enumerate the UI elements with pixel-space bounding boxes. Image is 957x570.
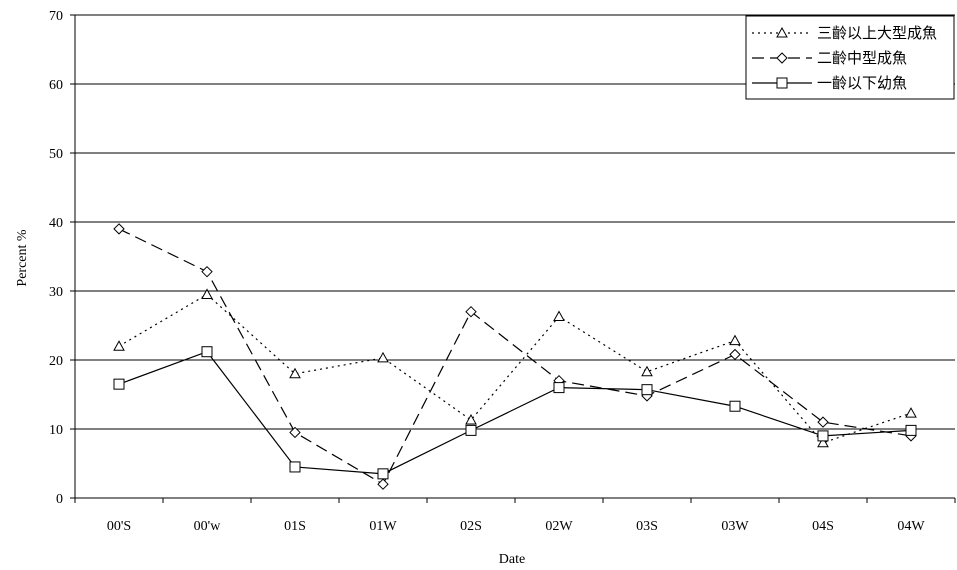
legend-item: 三齡以上大型成魚 xyxy=(752,24,937,42)
x-tick-label: 01W xyxy=(369,519,397,534)
y-tick-label: 10 xyxy=(49,423,63,438)
x-tick-label: 00'S xyxy=(107,519,131,534)
x-tick-label: 02S xyxy=(460,519,482,534)
data-point xyxy=(729,334,741,346)
data-point xyxy=(817,430,829,442)
data-point xyxy=(465,305,477,318)
legend-label: 一齡以下幼魚 xyxy=(817,74,907,92)
data-point xyxy=(465,414,477,425)
data-point xyxy=(289,461,301,473)
x-axis-title: Date xyxy=(499,552,525,567)
series-line xyxy=(118,351,912,475)
data-point xyxy=(289,367,301,379)
data-point xyxy=(113,378,125,390)
data-point xyxy=(377,468,389,480)
y-tick-label: 70 xyxy=(49,9,63,24)
y-tick-label: 30 xyxy=(49,285,63,300)
data-point xyxy=(113,340,125,351)
y-tick-label: 50 xyxy=(49,147,63,162)
data-point xyxy=(817,416,829,428)
x-tick-label: 03W xyxy=(721,519,749,534)
gridlines xyxy=(75,14,955,430)
y-tick-label: 60 xyxy=(49,78,63,93)
x-tick-label: 03S xyxy=(636,519,658,534)
series-2 xyxy=(113,223,917,490)
y-tick-label: 0 xyxy=(56,492,63,507)
y-tick-labels: 0 10 20 30 40 50 60 70 xyxy=(49,9,63,507)
x-tick-label: 04W xyxy=(897,519,925,534)
x-tick-label: 04S xyxy=(812,519,834,534)
legend-label: 二齡中型成魚 xyxy=(817,49,907,67)
data-point xyxy=(465,424,477,436)
data-point xyxy=(201,288,213,299)
data-point xyxy=(201,265,213,278)
data-point xyxy=(377,478,389,490)
data-point xyxy=(817,436,829,448)
y-tick-label: 40 xyxy=(49,216,63,231)
series-1 xyxy=(113,288,917,448)
series-line xyxy=(118,228,912,486)
x-tick-label: 01S xyxy=(284,519,306,534)
series-line xyxy=(118,293,912,444)
data-point xyxy=(905,407,917,418)
data-point xyxy=(553,382,565,394)
legend-marker xyxy=(776,26,788,38)
data-point xyxy=(729,348,741,361)
data-point xyxy=(201,346,213,358)
x-tick-labels: 00'S 00'w 01S 01W 02S 02W 03S 03W 04S 04W xyxy=(107,519,926,534)
axes xyxy=(70,14,956,503)
data-point xyxy=(905,424,917,436)
legend-item: 二齡中型成魚 xyxy=(752,49,907,67)
data-point xyxy=(641,365,653,377)
legend-marker xyxy=(776,52,788,64)
series-group xyxy=(113,223,917,490)
legend-marker xyxy=(776,77,788,89)
data-point xyxy=(729,400,741,412)
x-tick-label: 02W xyxy=(545,519,573,534)
legend-label: 三齡以上大型成魚 xyxy=(817,24,937,42)
y-tick-label: 20 xyxy=(49,354,63,369)
data-point xyxy=(377,351,389,363)
data-point xyxy=(289,426,301,439)
data-point xyxy=(113,223,125,235)
legend-item: 一齡以下幼魚 xyxy=(752,74,907,92)
data-point xyxy=(553,310,565,322)
series-3 xyxy=(113,346,917,480)
y-axis-title: Percent % xyxy=(15,229,30,286)
data-point xyxy=(641,384,653,396)
x-tick-label: 00'w xyxy=(194,519,222,534)
